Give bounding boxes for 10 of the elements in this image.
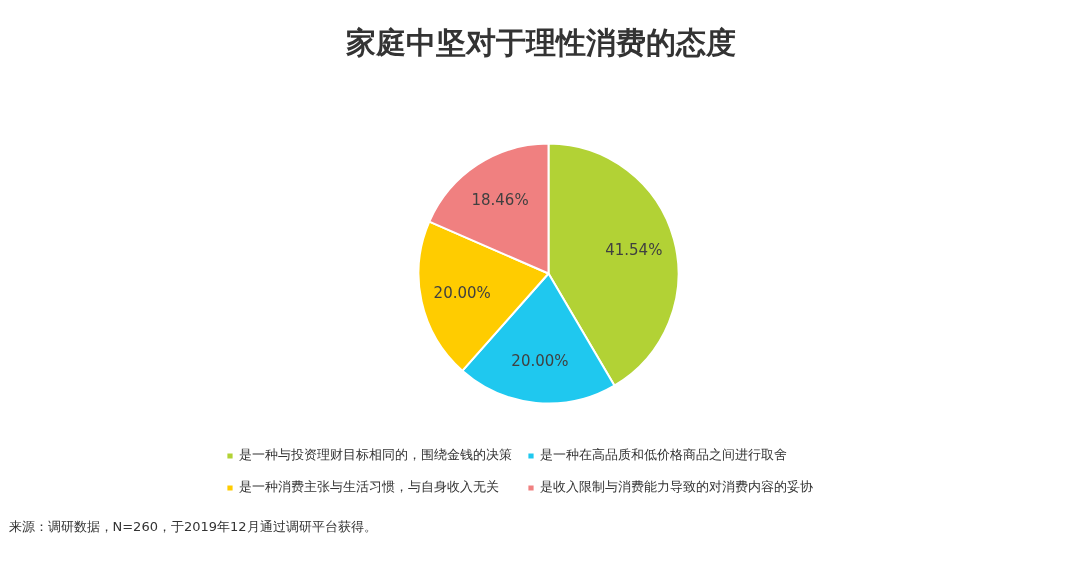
data-label: 18.46% <box>471 190 529 209</box>
data-label: 41.54% <box>605 241 663 260</box>
source-note: 来源：调研数据，N=260，于2019年12月通过调研平台获得。 <box>8 519 377 534</box>
chart-title: 家庭中坚对于理性消费的态度 <box>345 25 736 60</box>
legend-label: 是一种消费主张与生活习惯，与自身收入无关 <box>239 478 499 496</box>
data-label: 20.00% <box>433 283 491 302</box>
legend-label: 是一种与投资理财目标相同的，围绕金钱的决策 <box>239 446 512 464</box>
data-label: 20.00% <box>511 352 569 371</box>
legend-label: 是一种在高品质和低价格商品之间进行取舍 <box>540 446 787 464</box>
legend-label: 是收入限制与消费能力导致的对消费内容的妥协 <box>540 478 813 496</box>
